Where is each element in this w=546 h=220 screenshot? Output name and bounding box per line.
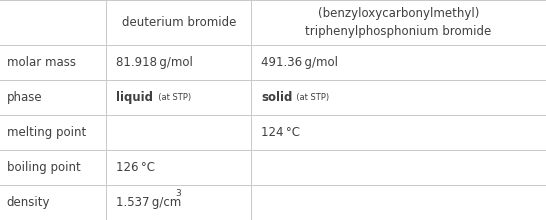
Text: liquid: liquid — [116, 91, 153, 104]
Text: 491.36 g/mol: 491.36 g/mol — [261, 56, 338, 69]
Text: melting point: melting point — [7, 126, 86, 139]
Text: boiling point: boiling point — [7, 161, 80, 174]
Text: 1.537 g/cm: 1.537 g/cm — [116, 196, 182, 209]
Text: phase: phase — [7, 91, 42, 104]
Text: molar mass: molar mass — [7, 56, 75, 69]
Text: (benzyloxycarbonylmethyl)
triphenylphosphonium bromide: (benzyloxycarbonylmethyl) triphenylphosp… — [305, 7, 492, 38]
Text: 3: 3 — [175, 189, 181, 198]
Text: (at STP): (at STP) — [153, 93, 192, 102]
Text: (at STP): (at STP) — [291, 93, 329, 102]
Text: solid: solid — [261, 91, 292, 104]
Text: deuterium bromide: deuterium bromide — [122, 16, 236, 29]
Text: 124 °C: 124 °C — [261, 126, 300, 139]
Text: 126 °C: 126 °C — [116, 161, 155, 174]
Text: density: density — [7, 196, 50, 209]
Text: 81.918 g/mol: 81.918 g/mol — [116, 56, 193, 69]
